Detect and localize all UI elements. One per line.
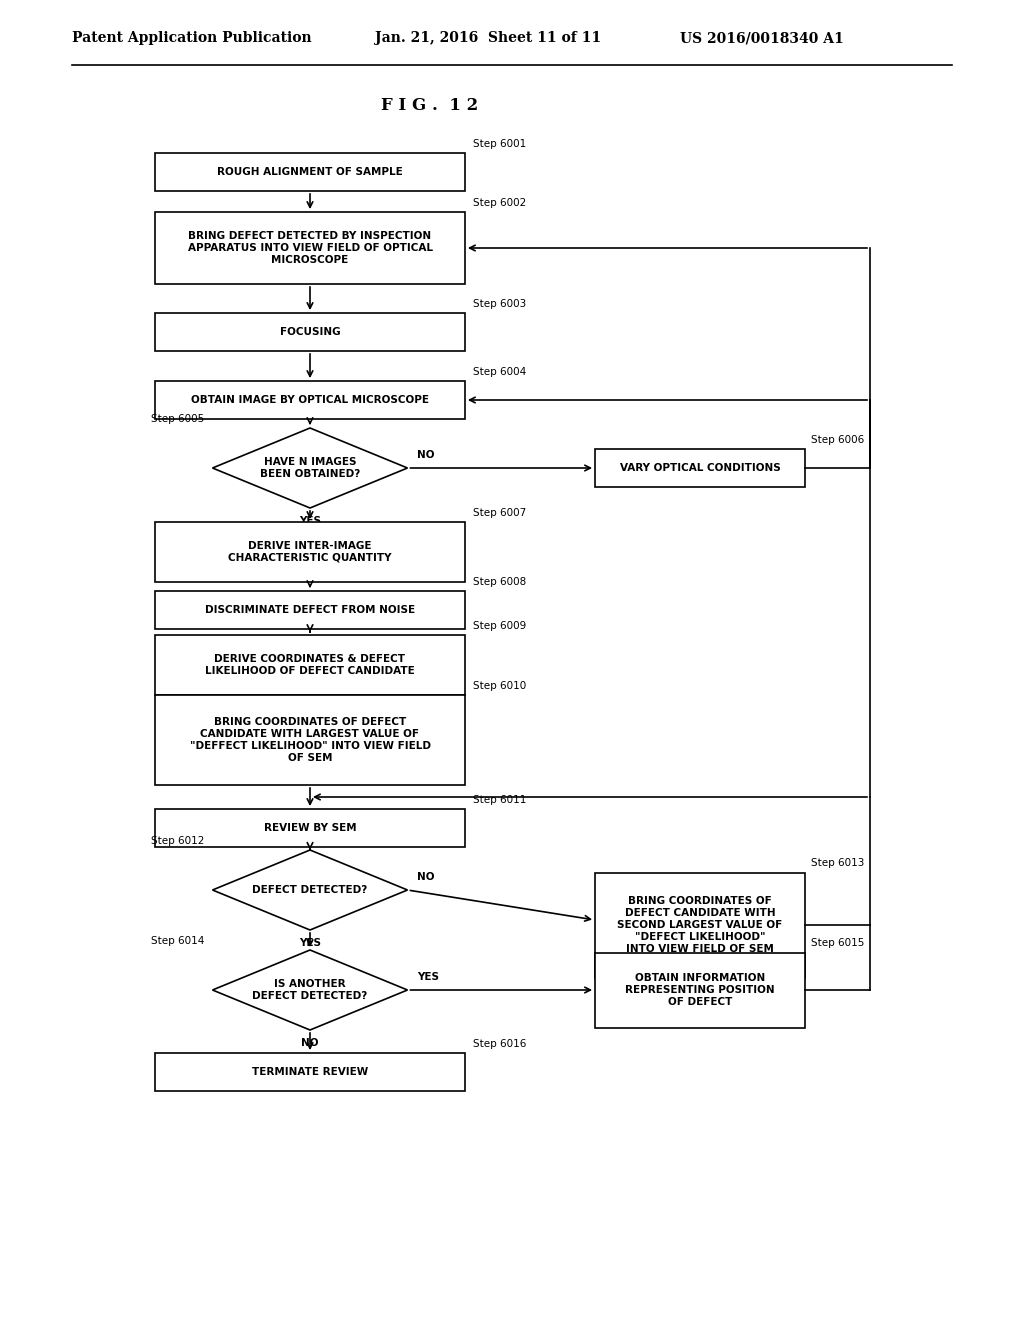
Text: Step 6005: Step 6005 <box>152 414 205 424</box>
Text: NO: NO <box>418 873 435 882</box>
Text: F I G .  1 2: F I G . 1 2 <box>381 96 478 114</box>
Text: Step 6006: Step 6006 <box>811 436 864 445</box>
Text: REVIEW BY SEM: REVIEW BY SEM <box>264 822 356 833</box>
FancyBboxPatch shape <box>155 1053 465 1092</box>
Text: YES: YES <box>299 516 321 525</box>
FancyBboxPatch shape <box>155 213 465 284</box>
FancyBboxPatch shape <box>595 873 805 978</box>
Text: Step 6004: Step 6004 <box>473 367 526 378</box>
FancyBboxPatch shape <box>155 696 465 785</box>
FancyBboxPatch shape <box>595 449 805 487</box>
Text: Step 6009: Step 6009 <box>473 620 526 631</box>
Text: DERIVE COORDINATES & DEFECT
LIKELIHOOD OF DEFECT CANDIDATE: DERIVE COORDINATES & DEFECT LIKELIHOOD O… <box>205 653 415 676</box>
Text: Step 6007: Step 6007 <box>473 508 526 517</box>
Text: NO: NO <box>418 450 435 459</box>
Text: Step 6002: Step 6002 <box>473 198 526 209</box>
Text: BRING COORDINATES OF
DEFECT CANDIDATE WITH
SECOND LARGEST VALUE OF
"DEFECT LIKEL: BRING COORDINATES OF DEFECT CANDIDATE WI… <box>617 896 782 954</box>
Polygon shape <box>213 950 408 1030</box>
Polygon shape <box>213 428 408 508</box>
FancyBboxPatch shape <box>155 521 465 582</box>
Text: Step 6010: Step 6010 <box>473 681 526 690</box>
Text: ROUGH ALIGNMENT OF SAMPLE: ROUGH ALIGNMENT OF SAMPLE <box>217 168 402 177</box>
Text: OBTAIN IMAGE BY OPTICAL MICROSCOPE: OBTAIN IMAGE BY OPTICAL MICROSCOPE <box>191 395 429 405</box>
Text: OBTAIN INFORMATION
REPRESENTING POSITION
OF DEFECT: OBTAIN INFORMATION REPRESENTING POSITION… <box>626 973 775 1007</box>
Text: Step 6012: Step 6012 <box>152 836 205 846</box>
FancyBboxPatch shape <box>155 313 465 351</box>
Text: NO: NO <box>301 1038 318 1048</box>
Text: VARY OPTICAL CONDITIONS: VARY OPTICAL CONDITIONS <box>620 463 780 473</box>
Text: Step 6016: Step 6016 <box>473 1039 526 1049</box>
Text: TERMINATE REVIEW: TERMINATE REVIEW <box>252 1067 368 1077</box>
FancyBboxPatch shape <box>155 809 465 847</box>
Text: Jan. 21, 2016  Sheet 11 of 11: Jan. 21, 2016 Sheet 11 of 11 <box>375 30 601 45</box>
FancyBboxPatch shape <box>155 381 465 418</box>
Text: Step 6001: Step 6001 <box>473 139 526 149</box>
FancyBboxPatch shape <box>595 953 805 1027</box>
Text: Patent Application Publication: Patent Application Publication <box>72 30 311 45</box>
Text: BRING COORDINATES OF DEFECT
CANDIDATE WITH LARGEST VALUE OF
"DEFFECT LIKELIHOOD": BRING COORDINATES OF DEFECT CANDIDATE WI… <box>189 717 430 763</box>
Text: Step 6013: Step 6013 <box>811 858 864 869</box>
Text: Step 6008: Step 6008 <box>473 577 526 587</box>
Text: BRING DEFECT DETECTED BY INSPECTION
APPARATUS INTO VIEW FIELD OF OPTICAL
MICROSC: BRING DEFECT DETECTED BY INSPECTION APPA… <box>187 231 432 265</box>
Text: DISCRIMINATE DEFECT FROM NOISE: DISCRIMINATE DEFECT FROM NOISE <box>205 605 415 615</box>
FancyBboxPatch shape <box>155 635 465 696</box>
Text: FOCUSING: FOCUSING <box>280 327 340 337</box>
Text: Step 6011: Step 6011 <box>473 795 526 805</box>
Text: US 2016/0018340 A1: US 2016/0018340 A1 <box>680 30 844 45</box>
Text: DEFECT DETECTED?: DEFECT DETECTED? <box>252 884 368 895</box>
FancyBboxPatch shape <box>155 591 465 630</box>
Text: YES: YES <box>299 939 321 948</box>
Text: Step 6014: Step 6014 <box>152 936 205 946</box>
Text: YES: YES <box>418 972 439 982</box>
Text: HAVE N IMAGES
BEEN OBTAINED?: HAVE N IMAGES BEEN OBTAINED? <box>260 457 360 479</box>
Text: Step 6003: Step 6003 <box>473 300 526 309</box>
Polygon shape <box>213 850 408 931</box>
Text: IS ANOTHER
DEFECT DETECTED?: IS ANOTHER DEFECT DETECTED? <box>252 979 368 1001</box>
FancyBboxPatch shape <box>155 153 465 191</box>
Text: DERIVE INTER-IMAGE
CHARACTERISTIC QUANTITY: DERIVE INTER-IMAGE CHARACTERISTIC QUANTI… <box>228 541 392 564</box>
Text: Step 6015: Step 6015 <box>811 939 864 949</box>
